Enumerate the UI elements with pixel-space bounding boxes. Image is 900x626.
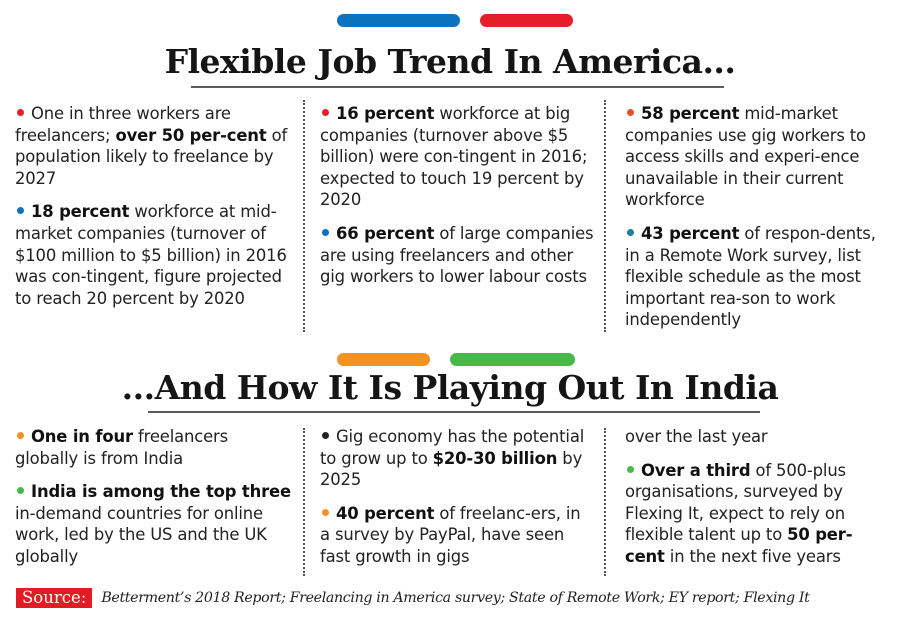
india-section-title: ...And How It Is Playing Out In India: [121, 368, 779, 407]
stat-highlight: 18 percent: [31, 202, 130, 222]
india-stat-3: Gig economy has the potential to grow up…: [320, 426, 595, 491]
stat-text: workforce at mid-market companies (turno…: [15, 202, 287, 308]
stat-highlight: One in four: [31, 427, 133, 446]
bullet-dot-icon: [17, 207, 24, 215]
india-divider-2: [604, 428, 606, 576]
stat-text: of large companies are using freelancers…: [320, 223, 594, 287]
stat-highlight: 58 percent: [641, 104, 740, 123]
bullet-dot-icon: [627, 109, 634, 116]
america-divider-1: [303, 100, 305, 332]
america-divider-2: [604, 100, 606, 332]
america-title-underline: [191, 86, 724, 88]
bullet-dot-icon: [627, 465, 634, 473]
stat-highlight: 50 per-cent: [625, 525, 853, 566]
stat-text: One in three workers are freelancers;: [15, 104, 231, 145]
stat-text: of respon-dents, in a Remote Work survey…: [625, 223, 876, 330]
india-column-3: over the last year Over a third of 500-p…: [625, 426, 890, 580]
bullet-dot-icon: [322, 508, 329, 516]
source-line: Source: Betterment’s 2018 Report; Freela…: [16, 586, 810, 610]
stat-text: mid-market companies use gig workers to …: [625, 104, 866, 210]
america-section-title: Flexible Job Trend In America...: [164, 42, 736, 81]
india-stat-5: Over a third of 500-plus organisations, …: [625, 460, 890, 568]
stat-text: over the last year: [625, 427, 768, 446]
india-column-1: One in four freelancers globally is from…: [15, 426, 295, 580]
america-stat-1: One in three workers are freelancers; ov…: [15, 103, 295, 189]
america-stat-2: 18 percent workforce at mid-market compa…: [15, 201, 295, 309]
india-stat-4-continued: over the last year: [625, 426, 890, 448]
bullet-dot-icon: [322, 228, 329, 236]
bullet-dot-icon: [627, 228, 634, 236]
stat-highlight: 40 percent: [336, 503, 435, 523]
bullet-dot-icon: [322, 432, 329, 439]
stat-highlight: 16 percent: [336, 104, 435, 123]
bullet-dot-icon: [322, 109, 329, 116]
bullet-dot-icon: [17, 432, 24, 439]
bullet-dot-icon: [17, 487, 24, 495]
india-stat-2: India is among the top three in-demand c…: [15, 481, 295, 567]
america-stat-3: 16 percent workforce at big companies (t…: [320, 103, 595, 211]
accent-pill-red: [480, 14, 573, 27]
america-stat-4: 66 percent of large companies are using …: [320, 223, 595, 288]
america-column-2: 16 percent workforce at big companies (t…: [320, 103, 595, 300]
america-column-3: 58 percent mid-market companies use gig …: [625, 103, 890, 343]
stat-text: freelancers globally is from India: [15, 427, 229, 468]
america-stat-6: 43 percent of respon-dents, in a Remote …: [625, 223, 890, 331]
america-column-1: One in three workers are freelancers; ov…: [15, 103, 295, 321]
india-column-2: Gig economy has the potential to grow up…: [320, 426, 595, 580]
stat-highlight: $20-30 billion: [432, 448, 558, 468]
stat-text: of freelanc-ers, in a survey by PayPal, …: [320, 503, 581, 566]
india-divider-1: [303, 428, 305, 576]
stat-highlight: 43 percent: [641, 223, 740, 243]
india-stat-1: One in four freelancers globally is from…: [15, 426, 295, 469]
stat-highlight: India is among the top three: [31, 482, 291, 502]
accent-pill-blue: [337, 14, 460, 27]
stat-text: of 500-plus organisations, surveyed by F…: [625, 460, 846, 545]
stat-text: in-demand countries for online work, led…: [15, 503, 267, 566]
stat-text: workforce at big companies (turnover abo…: [320, 104, 588, 210]
accent-pill-orange: [337, 353, 430, 366]
stat-text: of population likely to freelance by 202…: [15, 125, 288, 188]
india-stat-4: 40 percent of freelanc-ers, in a survey …: [320, 503, 595, 568]
stat-text: in the next five years: [664, 546, 841, 566]
stat-text: Gig economy has the potential to grow up…: [320, 427, 585, 468]
source-label: Source:: [16, 588, 93, 608]
stat-highlight: over 50 per-cent: [115, 125, 267, 145]
stat-highlight: 66 percent: [336, 223, 435, 243]
stat-text: by 2025: [320, 448, 583, 490]
india-title-underline: [148, 411, 760, 413]
source-text: Betterment’s 2018 Report; Freelancing in…: [101, 590, 810, 606]
america-stat-5: 58 percent mid-market companies use gig …: [625, 103, 890, 211]
accent-pill-green: [450, 353, 575, 366]
stat-highlight: Over a third: [641, 460, 751, 480]
bullet-dot-icon: [17, 109, 24, 116]
